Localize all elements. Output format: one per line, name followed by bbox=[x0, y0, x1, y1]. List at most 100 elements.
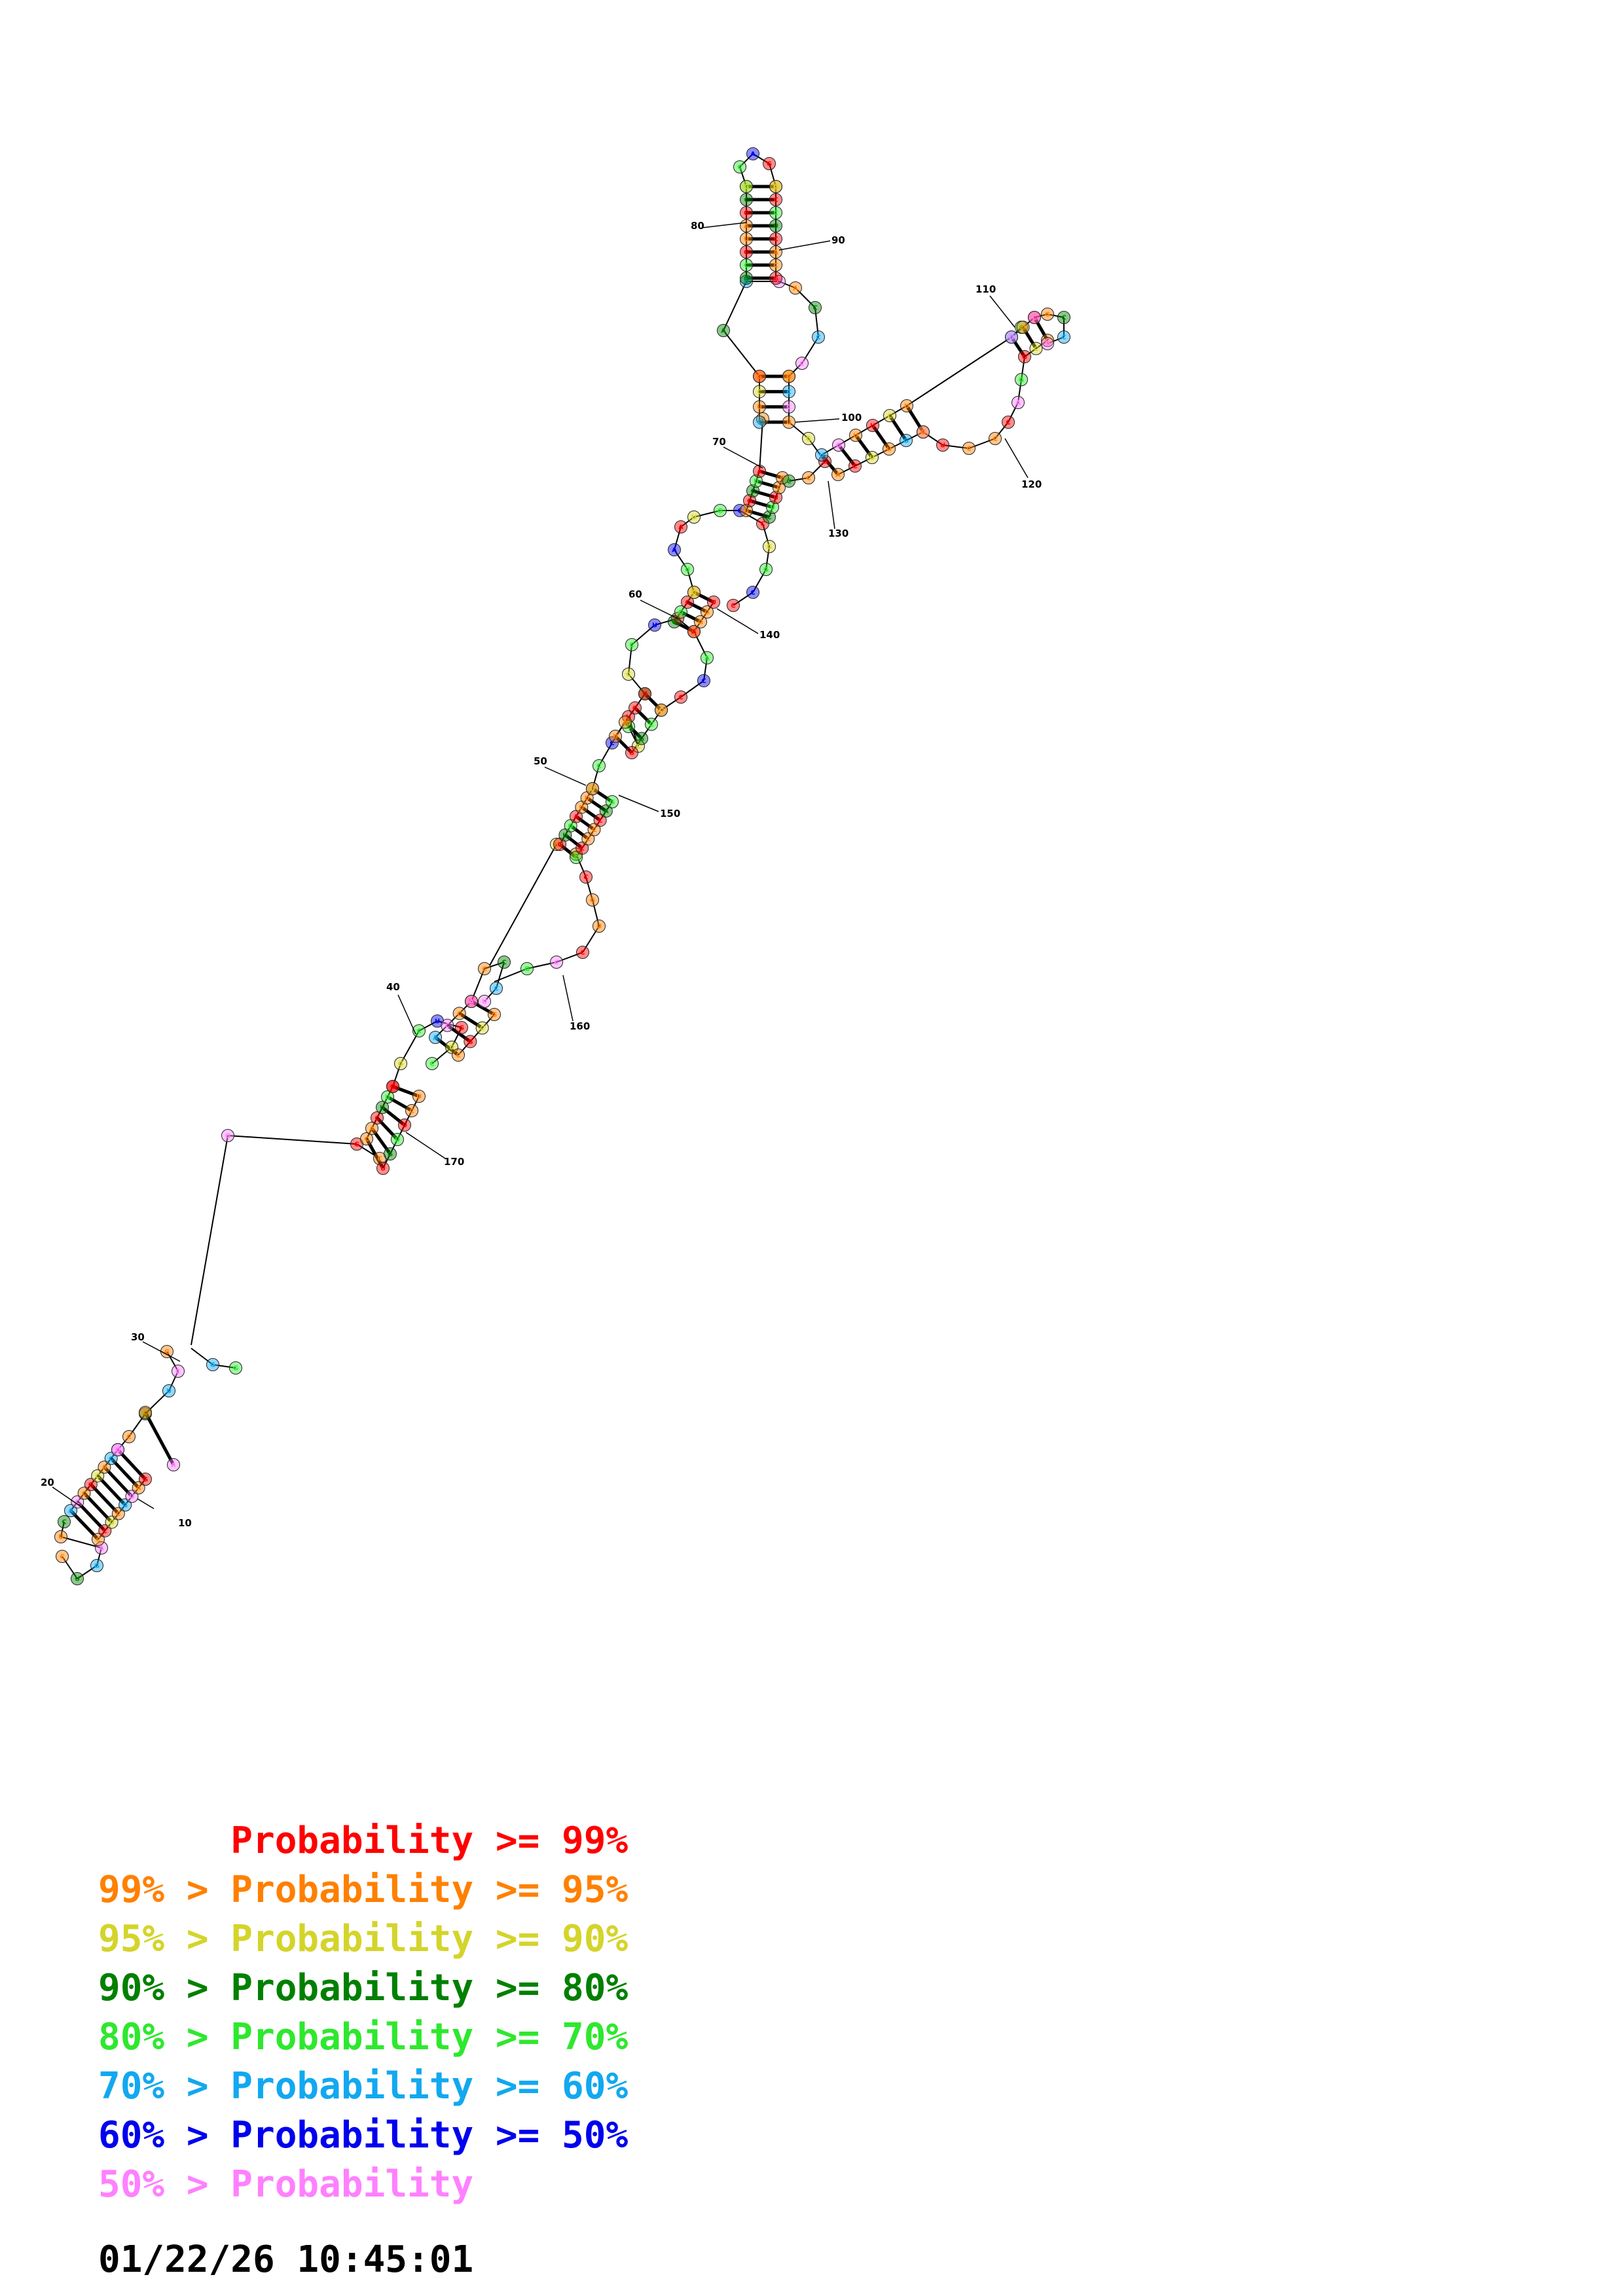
nucleotide-circle bbox=[162, 1384, 175, 1397]
connector-line bbox=[1047, 336, 1065, 344]
nucleotide: A bbox=[64, 1504, 77, 1517]
nucleotide-circle bbox=[371, 1111, 384, 1124]
nucleotide-circle bbox=[849, 429, 862, 442]
connector-line bbox=[680, 610, 702, 624]
nucleotide: U bbox=[593, 920, 606, 933]
nucleotide-letter: G bbox=[747, 498, 752, 505]
legend-row: 50% > Probability bbox=[98, 2163, 474, 2206]
nucleotide-letter: U bbox=[579, 804, 584, 812]
nucleotide-letter: G bbox=[1045, 312, 1050, 319]
nucleotide: G bbox=[520, 962, 534, 975]
nucleotide: G bbox=[769, 180, 782, 193]
connector-line bbox=[77, 1492, 85, 1503]
nucleotide: C bbox=[782, 400, 795, 414]
nucleotide-letter: U bbox=[1045, 341, 1050, 348]
nucleotide-circle bbox=[550, 838, 563, 851]
nucleotide-circle bbox=[701, 651, 714, 664]
nucleotide-circle bbox=[687, 625, 701, 638]
connector-line bbox=[581, 797, 588, 808]
nucleotide-circle bbox=[576, 946, 589, 959]
nucleotide: C bbox=[697, 674, 710, 687]
connector-line bbox=[365, 1138, 385, 1170]
connector-line bbox=[759, 469, 783, 480]
nucleotide-letter: U bbox=[482, 999, 487, 1006]
connector-line bbox=[397, 1124, 405, 1140]
nucleotide-circle bbox=[687, 511, 701, 524]
nucleotide-letter: A bbox=[757, 374, 762, 381]
connector-line bbox=[795, 418, 840, 423]
connector-line bbox=[98, 1530, 106, 1540]
nucleotide-letter: C bbox=[554, 960, 558, 967]
connector-line bbox=[392, 1063, 401, 1087]
nucleotide-circle bbox=[763, 540, 776, 553]
nucleotide: C bbox=[570, 851, 583, 864]
nucleotide-circle bbox=[606, 736, 619, 749]
nucleotide-circle bbox=[1041, 337, 1054, 350]
nucleotide-circle bbox=[490, 982, 503, 995]
nucleotide: G bbox=[394, 1057, 407, 1070]
connector-line bbox=[628, 673, 646, 694]
nucleotide-circle bbox=[570, 851, 583, 864]
nucleotide-letter: C bbox=[626, 672, 630, 679]
connector-line bbox=[117, 1448, 147, 1480]
connector-line bbox=[778, 240, 831, 251]
nucleotide-letter: U bbox=[402, 1122, 407, 1130]
nucleotide-letter: G bbox=[354, 1141, 359, 1149]
nucleotide: G bbox=[763, 157, 776, 170]
connector-line bbox=[872, 415, 890, 426]
nucleotide-letter: U bbox=[642, 691, 647, 698]
connector-line bbox=[437, 1020, 462, 1028]
nucleotide-circle bbox=[122, 1430, 136, 1443]
nucleotide-circle bbox=[119, 1498, 132, 1512]
nucleotide: U bbox=[883, 442, 896, 456]
nucleotide-letter: G bbox=[678, 609, 684, 617]
index-label: 150 bbox=[660, 808, 680, 819]
nucleotide-letter: C bbox=[744, 197, 748, 204]
connector-line bbox=[592, 899, 600, 927]
nucleotide-circle bbox=[172, 1365, 185, 1378]
connector-line bbox=[103, 1465, 134, 1498]
nucleotide-letter: A bbox=[1032, 315, 1037, 322]
nucleotide: G bbox=[606, 795, 619, 808]
nucleotide: A bbox=[740, 219, 753, 232]
nucleotide-circle bbox=[139, 1473, 152, 1486]
nucleotide: C bbox=[371, 1111, 384, 1124]
nucleotide: U bbox=[766, 501, 779, 514]
nucleotide-letter: C bbox=[96, 1537, 100, 1544]
index-label: 80 bbox=[691, 220, 704, 232]
nucleotide-letter: U bbox=[754, 478, 759, 486]
nucleotide: G bbox=[740, 272, 753, 285]
nucleotide-circle bbox=[701, 605, 714, 619]
nucleotide-circle bbox=[776, 471, 789, 484]
connector-line bbox=[654, 618, 678, 626]
nucleotide-circle bbox=[431, 1014, 444, 1028]
nucleotide-circle bbox=[802, 432, 815, 445]
connector-line bbox=[733, 592, 754, 606]
nucleotide-letter: C bbox=[776, 279, 781, 286]
connector-line bbox=[1024, 348, 1037, 357]
nucleotide: C bbox=[579, 870, 593, 884]
nucleotide: C bbox=[172, 1365, 185, 1378]
nucleotide-circle bbox=[105, 1515, 119, 1529]
nucleotide-letter: C bbox=[812, 305, 817, 312]
nucleotide-letter: U bbox=[596, 924, 602, 931]
connector-line bbox=[575, 853, 587, 878]
nucleotide: U bbox=[687, 511, 701, 524]
nucleotide: C bbox=[360, 1132, 373, 1145]
connector-line bbox=[392, 1085, 420, 1098]
connector-line bbox=[723, 330, 760, 377]
nucleotide: G bbox=[105, 1515, 119, 1529]
nucleotide-letter: C bbox=[757, 420, 761, 427]
nucleotide-circle bbox=[56, 1550, 69, 1563]
nucleotide-letter: C bbox=[374, 1115, 379, 1122]
connector-line bbox=[556, 952, 583, 963]
connector-line bbox=[382, 1096, 388, 1108]
nucleotide: U bbox=[376, 1101, 389, 1114]
nucleotide-letter: A bbox=[642, 691, 647, 698]
nucleotide: C bbox=[77, 1486, 91, 1500]
nucleotide: C bbox=[575, 841, 589, 855]
connector-line bbox=[625, 708, 636, 723]
nucleotide: U bbox=[866, 419, 879, 432]
nucleotide-letter: C bbox=[744, 262, 748, 270]
connector-line bbox=[109, 1457, 140, 1489]
